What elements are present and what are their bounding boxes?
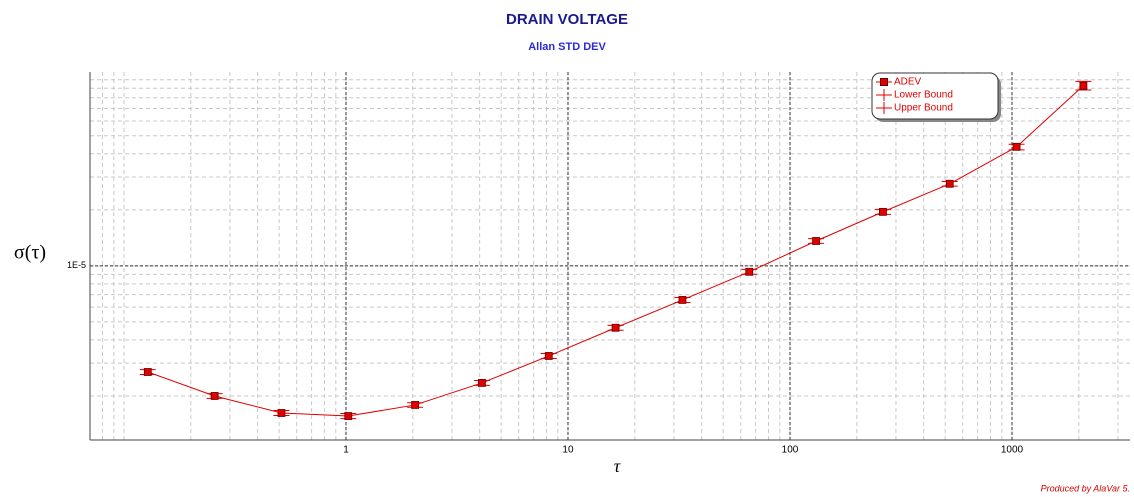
adev-marker xyxy=(143,368,152,376)
adev-marker xyxy=(277,409,286,417)
x-tick-label: 1 xyxy=(343,445,349,456)
legend-label: ADEV xyxy=(894,77,922,88)
adev-marker xyxy=(210,392,219,400)
legend-marker xyxy=(880,78,888,86)
adev-line xyxy=(147,85,1084,417)
adev-marker xyxy=(879,207,887,216)
legend-label: Upper Bound xyxy=(894,103,953,114)
adev-marker xyxy=(678,296,687,304)
adev-marker xyxy=(1079,81,1088,90)
y-tick-label: 1E-5 xyxy=(67,260,86,270)
adev-marker xyxy=(478,379,486,387)
legend-box xyxy=(871,72,999,120)
chart-subtitle: Allan STD DEV xyxy=(528,41,606,53)
legend: ADEV Lower Bound Upper Bound xyxy=(871,72,1001,122)
legend-label: Lower Bound xyxy=(894,90,953,101)
x-tick-label: 100 xyxy=(782,445,799,456)
adev-marker xyxy=(1012,142,1021,151)
adev-marker xyxy=(945,179,954,188)
adev-marker xyxy=(812,237,820,245)
adev-marker xyxy=(544,352,553,360)
adev-marker xyxy=(745,267,754,276)
footer: Produced by AlaVar 5. xyxy=(1041,483,1130,493)
adev-marker xyxy=(344,412,353,420)
adev-marker xyxy=(611,323,620,332)
x-tick-label: 10 xyxy=(562,445,574,456)
chart-title: DRAIN VOLTAGE xyxy=(506,11,628,28)
adev-marker xyxy=(411,401,420,409)
x-axis-label: τ xyxy=(614,456,621,476)
y-axis-label: σ(τ) xyxy=(14,242,46,264)
x-tick-label: 1000 xyxy=(1001,445,1024,456)
